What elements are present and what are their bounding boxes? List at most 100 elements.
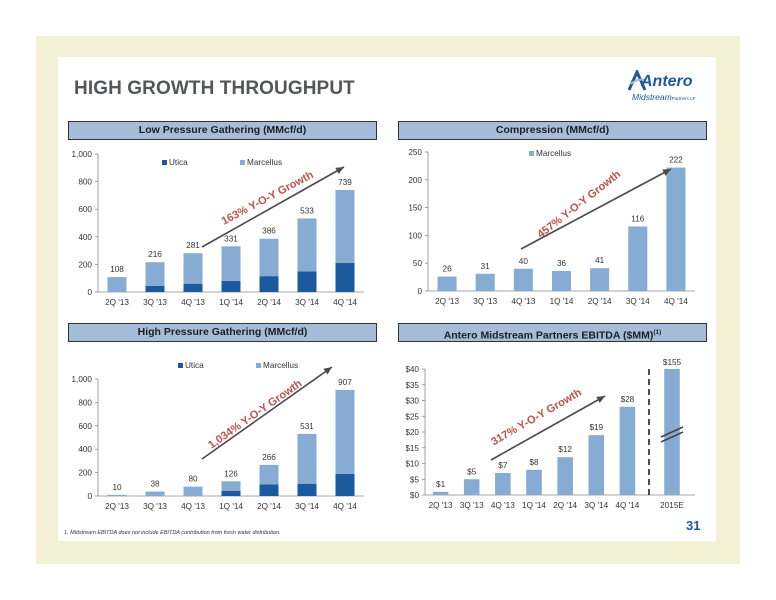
legend-swatch [162, 160, 167, 165]
y-tick-label: 150 [408, 204, 422, 213]
page-title: HIGH GROWTH THROUGHPUT [74, 78, 355, 99]
bar [432, 491, 449, 495]
data-label: $12 [558, 445, 572, 454]
bar [107, 494, 127, 496]
data-label: 26 [443, 265, 453, 274]
y-tick-label: $30 [405, 397, 419, 406]
y-tick-label: 600 [78, 422, 92, 431]
bar [335, 263, 355, 292]
y-tick-label: 800 [78, 178, 92, 187]
y-tick-label: $15 [405, 444, 419, 453]
bar [297, 433, 317, 484]
bar [437, 276, 457, 291]
bar [259, 464, 279, 485]
low-pressure-gathering-chart: 0 200 400 600 800 1,000 108 2Q '13 216 3Q '13 281 4… [72, 150, 364, 307]
bar [666, 167, 686, 291]
data-label: 266 [262, 453, 276, 462]
y-tick-label: 200 [408, 176, 422, 185]
growth-annotation: 1,034% Y-O-Y Growth [206, 378, 304, 452]
y-tick-label: $25 [405, 412, 419, 421]
data-label: 531 [300, 422, 314, 431]
legend-label: Marcellus [536, 149, 571, 158]
legend-swatch [240, 160, 245, 165]
bar [259, 484, 279, 496]
data-label: 386 [262, 227, 276, 236]
bar [551, 270, 572, 291]
x-tick-label: 4Q '14 [615, 501, 639, 510]
x-tick-label: 2Q '13 [105, 298, 129, 307]
bar [183, 486, 203, 496]
bar [145, 285, 165, 292]
x-tick-label: 3Q '13 [143, 502, 167, 511]
x-tick-label: 2Q '14 [257, 298, 281, 307]
x-tick-label: 1Q '14 [219, 298, 243, 307]
data-label: 10 [112, 483, 122, 492]
data-label: 216 [148, 250, 162, 259]
y-tick-label: $35 [405, 381, 419, 390]
x-tick-label: 4Q '13 [181, 298, 205, 307]
x-tick-label: 2015E [660, 501, 684, 510]
data-label: 281 [186, 241, 200, 250]
y-tick-label: $5 [410, 475, 420, 484]
bar [145, 262, 165, 286]
y-tick-label: 0 [417, 287, 422, 296]
logo-subtitle-main: Midstream [632, 92, 672, 102]
data-label: 80 [188, 475, 198, 484]
growth-arrow [490, 395, 606, 461]
bar [221, 481, 241, 491]
y-tick-label: 400 [78, 233, 92, 242]
bar [259, 238, 279, 277]
data-label: 108 [110, 265, 124, 274]
bar [475, 273, 495, 291]
x-tick-label: 4Q '14 [664, 297, 688, 306]
x-tick-label: 3Q '14 [295, 502, 319, 511]
y-tick-label: 600 [78, 205, 92, 214]
panel-title-ebitda: Antero Midstream Partners EBITDA ($MM)(1… [398, 323, 707, 342]
bar [557, 457, 573, 495]
y-tick-label: $20 [405, 428, 419, 437]
bar [590, 268, 610, 291]
y-tick-label: 50 [413, 259, 423, 268]
growth-arrow-head [323, 367, 332, 375]
x-tick-label: 2Q '13 [105, 502, 129, 511]
axis-break-mark [660, 431, 684, 443]
bar [221, 246, 241, 281]
panel-title-compression: Compression (MMcf/d) [398, 121, 707, 140]
growth-arrow [520, 168, 672, 250]
data-label: 31 [481, 262, 491, 271]
bar [297, 218, 317, 272]
x-tick-label: 3Q '14 [584, 501, 608, 510]
growth-annotation: 317% Y-O-Y Growth [489, 386, 584, 448]
y-tick-label: 0 [87, 288, 92, 297]
y-tick-label: 200 [78, 260, 92, 269]
x-tick-label: 1Q '14 [550, 297, 574, 306]
growth-arrow-head [596, 396, 605, 403]
growth-arrow [201, 166, 345, 248]
bar [297, 483, 317, 496]
logo-subtitle-suffix: Partners LP [671, 96, 696, 101]
bar [495, 472, 511, 495]
bar [513, 268, 533, 291]
y-tick-label: $10 [405, 460, 419, 469]
growth-arrow-head [335, 167, 344, 174]
y-tick-label: 400 [78, 445, 92, 454]
bar [335, 190, 355, 264]
bar [588, 435, 605, 495]
panel-title-high-pressure: High Pressure Gathering (MMcf/d) [68, 323, 377, 342]
x-tick-label: 2Q '14 [588, 297, 612, 306]
data-label: 533 [300, 206, 314, 215]
legend-label: Marcellus [247, 158, 282, 167]
x-tick-label: 4Q '13 [511, 297, 535, 306]
footnote: 1. Midstream EBITDA does not include EBI… [64, 530, 281, 536]
y-tick-label: 1,000 [72, 375, 93, 384]
bar [335, 473, 355, 496]
data-label: 41 [595, 256, 605, 265]
y-tick-label: 250 [408, 148, 422, 157]
ebitda-chart: $0 $5 $10 $15 $20 $25 $30 $35 $40 $1 2Q '13 $5 3Q '1… [405, 358, 695, 510]
data-label: 36 [557, 259, 567, 268]
data-label: $155 [663, 358, 682, 367]
bar [619, 406, 636, 495]
legend-swatch [529, 151, 534, 156]
bar [628, 226, 648, 291]
legend-label: Utica [169, 158, 188, 167]
